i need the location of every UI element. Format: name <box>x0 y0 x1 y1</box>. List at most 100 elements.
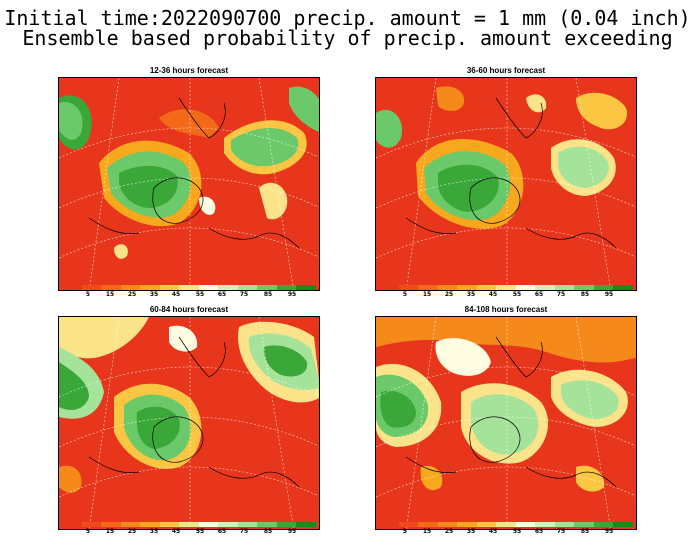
colorbar-label: 15 <box>422 291 432 298</box>
colorbar: 5 15 25 35 45 55 65 75 85 95 <box>62 285 316 299</box>
probability-map <box>375 316 637 530</box>
colorbar-swatches <box>62 285 316 290</box>
colorbar-swatch <box>140 285 160 290</box>
probability-map <box>58 77 320 291</box>
colorbar-label: 55 <box>512 528 522 535</box>
colorbar-label: 15 <box>105 528 115 535</box>
colorbar-label: 25 <box>127 291 137 298</box>
colorbar-swatch <box>198 285 219 290</box>
colorbar-swatch <box>179 285 199 290</box>
colorbar-label: 65 <box>217 528 227 535</box>
colorbar-swatch <box>198 522 219 527</box>
panel-title: 60-84 hours forecast <box>149 305 229 314</box>
colorbar-label: 45 <box>488 528 498 535</box>
colorbar-swatch <box>496 285 516 290</box>
colorbar-swatch <box>81 285 102 290</box>
colorbar-label: 95 <box>604 528 614 535</box>
colorbar-swatch <box>218 285 238 290</box>
colorbar-swatch <box>159 285 180 290</box>
colorbar-label: 95 <box>287 291 297 298</box>
colorbar-swatch <box>437 522 458 527</box>
colorbar-swatch <box>574 285 594 290</box>
forecast-panel-84-108: 84-108 hours forecast <box>375 305 637 530</box>
colorbar-swatch <box>101 285 121 290</box>
colorbar-swatch <box>379 285 399 290</box>
colorbar-swatch <box>62 285 82 290</box>
title-line-2: Ensemble based probability of precip. am… <box>22 26 673 50</box>
colorbar: 5 15 25 35 45 55 65 75 85 95 <box>62 522 316 536</box>
colorbar-swatch <box>296 522 316 527</box>
panel-title: 36-60 hours forecast <box>466 66 546 75</box>
colorbar-label: 45 <box>171 291 181 298</box>
colorbar-swatch <box>179 522 199 527</box>
colorbar-label: 5 <box>85 291 91 298</box>
colorbar-swatch <box>437 285 458 290</box>
colorbar-swatch <box>593 522 614 527</box>
forecast-panel-36-60: 36-60 hours forecast <box>375 66 637 291</box>
colorbar-swatch <box>257 522 277 527</box>
colorbar-label: 25 <box>444 528 454 535</box>
colorbar-label: 65 <box>217 291 227 298</box>
colorbar-swatch <box>613 285 633 290</box>
colorbar-label: 65 <box>534 291 544 298</box>
probability-map <box>58 316 320 530</box>
panel-title: 12-36 hours forecast <box>149 66 229 75</box>
colorbar-label: 75 <box>556 291 566 298</box>
colorbar-label: 85 <box>263 528 273 535</box>
colorbar-swatch <box>398 285 419 290</box>
colorbar-swatch <box>159 522 180 527</box>
colorbar-swatches <box>62 522 316 527</box>
colorbar-swatches <box>379 285 633 290</box>
colorbar-label: 45 <box>488 291 498 298</box>
colorbar-label: 5 <box>402 291 408 298</box>
colorbar-label: 95 <box>287 528 297 535</box>
colorbar-swatch <box>296 285 316 290</box>
colorbar-label: 45 <box>171 528 181 535</box>
colorbar-swatch <box>457 522 477 527</box>
colorbar-label: 35 <box>466 291 476 298</box>
colorbar-swatch <box>418 285 438 290</box>
forecast-panel-60-84: 60-84 hours forecast <box>58 305 320 530</box>
colorbar-swatch <box>101 522 121 527</box>
colorbar-swatch <box>476 285 497 290</box>
colorbar-label: 35 <box>149 528 159 535</box>
colorbar-swatch <box>398 522 419 527</box>
colorbar-label: 5 <box>402 528 408 535</box>
colorbar-label: 25 <box>444 291 454 298</box>
colorbar-swatch <box>515 522 536 527</box>
colorbar-swatch <box>81 522 102 527</box>
colorbar: 5 15 25 35 45 55 65 75 85 95 <box>379 522 633 536</box>
colorbar-label: 85 <box>263 291 273 298</box>
colorbar-swatch <box>535 285 555 290</box>
colorbar: 5 15 25 35 45 55 65 75 85 95 <box>379 285 633 299</box>
colorbar-label: 55 <box>512 291 522 298</box>
colorbar-swatch <box>237 522 258 527</box>
colorbar-label: 35 <box>149 291 159 298</box>
colorbar-swatch <box>237 285 258 290</box>
colorbar-swatch <box>535 522 555 527</box>
colorbar-label: 65 <box>534 528 544 535</box>
colorbar-swatch <box>276 285 297 290</box>
colorbar-label: 95 <box>604 291 614 298</box>
colorbar-swatch <box>140 522 160 527</box>
panel-title: 84-108 hours forecast <box>464 305 548 314</box>
colorbar-swatch <box>515 285 536 290</box>
colorbar-swatch <box>554 522 575 527</box>
colorbar-swatch <box>574 522 594 527</box>
colorbar-swatch <box>62 522 82 527</box>
probability-map <box>375 77 637 291</box>
colorbar-swatch <box>120 522 141 527</box>
colorbar-label: 35 <box>466 528 476 535</box>
colorbar-label: 15 <box>422 528 432 535</box>
colorbar-label: 85 <box>580 291 590 298</box>
colorbar-swatch <box>496 522 516 527</box>
colorbar-swatch <box>418 522 438 527</box>
colorbar-swatch <box>218 522 238 527</box>
title-line-1: Initial time:2022090700 precip. amount =… <box>4 6 691 30</box>
colorbar-label: 25 <box>127 528 137 535</box>
colorbar-swatch <box>257 285 277 290</box>
colorbar-swatch <box>120 285 141 290</box>
colorbar-label: 75 <box>239 291 249 298</box>
colorbar-label: 75 <box>239 528 249 535</box>
colorbar-label: 75 <box>556 528 566 535</box>
